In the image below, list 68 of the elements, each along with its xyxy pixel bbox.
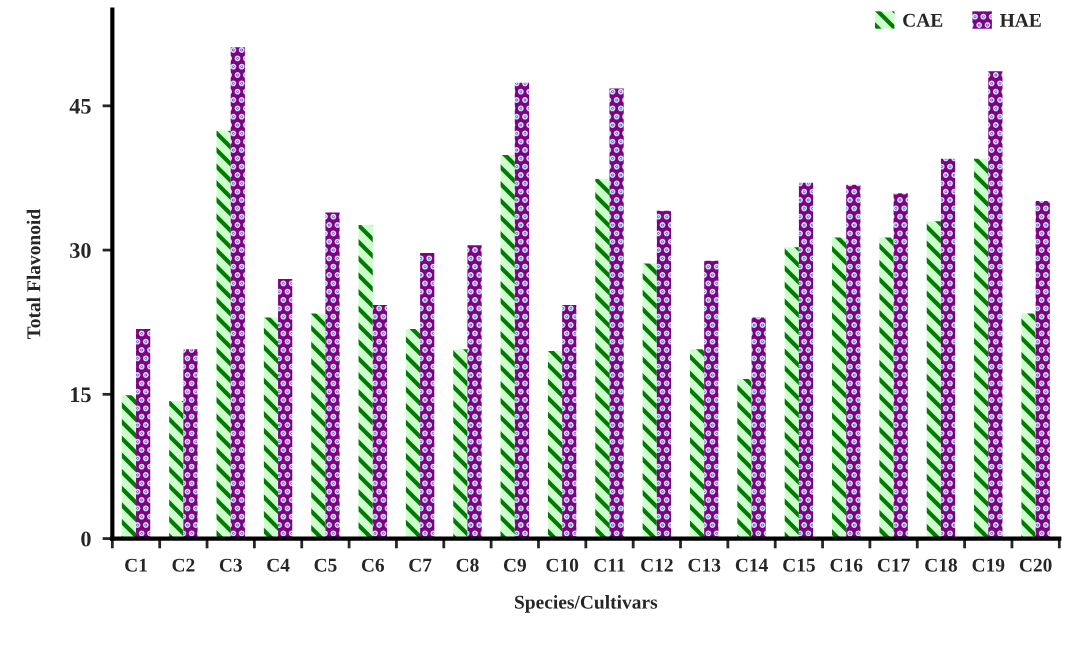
y-tick-label: 30 xyxy=(70,243,91,259)
bar xyxy=(893,193,908,539)
y-axis-title: Total Flavonoid xyxy=(26,209,41,340)
bar xyxy=(609,88,624,539)
bar xyxy=(751,317,766,539)
bar xyxy=(737,378,752,539)
bar xyxy=(500,154,515,539)
bar xyxy=(230,47,245,539)
bar xyxy=(136,328,151,539)
x-tick-label: C1 xyxy=(125,558,147,572)
bar xyxy=(832,237,847,539)
x-tick-label: C6 xyxy=(361,558,385,572)
bar xyxy=(926,221,941,539)
bar xyxy=(372,304,387,539)
x-tick-label: C18 xyxy=(925,558,958,572)
bar xyxy=(798,182,814,539)
legend-label: HAE xyxy=(999,13,1041,27)
bar xyxy=(974,158,989,539)
bar xyxy=(216,130,231,539)
bar xyxy=(169,401,184,539)
bar xyxy=(263,317,279,539)
x-tick-label: C16 xyxy=(830,558,863,572)
bar xyxy=(311,313,326,539)
bar xyxy=(846,184,861,539)
y-tick-label: 45 xyxy=(69,98,91,114)
bar xyxy=(278,278,293,539)
x-tick-label: C17 xyxy=(877,558,910,572)
bar xyxy=(562,304,577,539)
x-tick-label: C5 xyxy=(314,558,337,572)
x-tick-label: C2 xyxy=(172,558,195,572)
bar xyxy=(467,245,482,539)
bar xyxy=(784,247,799,539)
x-tick-label: C13 xyxy=(688,558,721,572)
bar xyxy=(642,263,657,539)
bar xyxy=(940,158,956,539)
y-tick-label: 0 xyxy=(81,531,91,547)
bar xyxy=(656,210,672,539)
bar xyxy=(704,260,719,539)
x-tick-label: C4 xyxy=(267,558,290,572)
x-axis-title: Species/Cultivars xyxy=(515,595,658,613)
x-tick-label: C10 xyxy=(546,558,579,572)
bar xyxy=(595,178,610,539)
bar xyxy=(988,71,1003,539)
x-tick-label: C7 xyxy=(409,558,432,572)
bar xyxy=(420,252,435,539)
bar xyxy=(358,225,373,539)
bar xyxy=(547,351,563,539)
x-tick-label: C9 xyxy=(503,558,526,572)
x-tick-label: C12 xyxy=(641,558,673,572)
x-tick-label: C11 xyxy=(594,558,625,572)
bar xyxy=(325,212,340,539)
x-tick-label: C8 xyxy=(456,558,479,572)
bar xyxy=(879,237,894,539)
bar xyxy=(121,395,137,539)
x-tick-label: C14 xyxy=(735,558,768,572)
bar xyxy=(514,82,530,539)
bar xyxy=(1021,313,1036,539)
y-tick-label: 15 xyxy=(71,387,91,403)
x-tick-label: C20 xyxy=(1019,558,1052,572)
bar xyxy=(1035,201,1050,539)
bar xyxy=(689,349,705,539)
legend-label: CAE xyxy=(903,13,943,27)
x-tick-label: C19 xyxy=(972,558,1005,572)
bar xyxy=(405,328,421,539)
bar xyxy=(183,349,198,539)
x-tick-label: C15 xyxy=(783,558,815,572)
bar xyxy=(453,349,468,539)
x-tick-label: C3 xyxy=(219,558,242,572)
